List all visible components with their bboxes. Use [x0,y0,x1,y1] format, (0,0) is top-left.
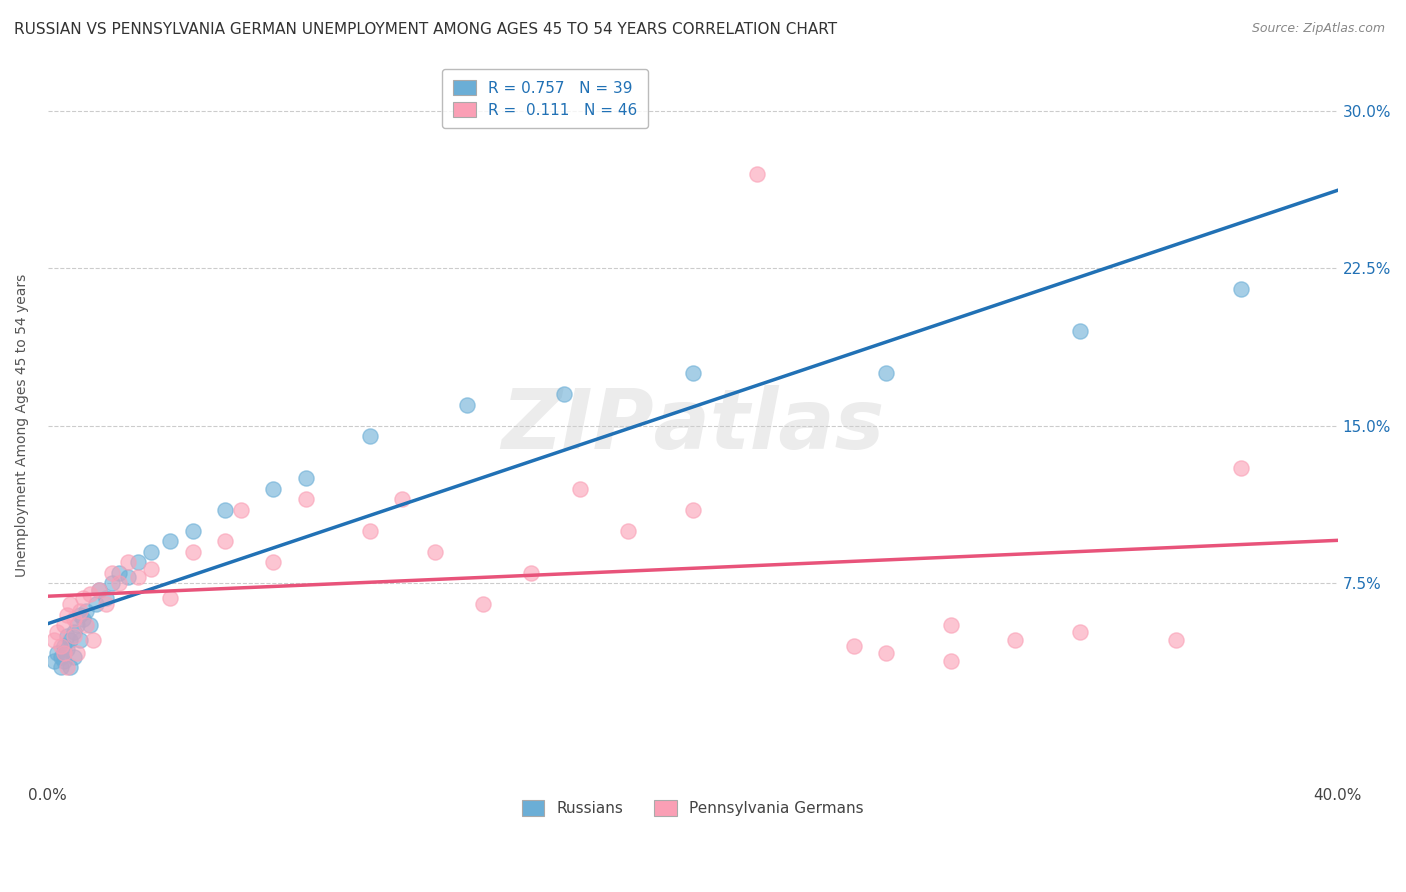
Point [69,633,91,648]
Point [82,633,104,648]
Point [159,534,181,549]
Point [107,576,129,591]
Point [939,618,962,632]
Point [46,624,69,639]
Point [44,654,66,668]
Point [62,629,84,643]
Point [127,555,149,569]
Point [52,640,75,654]
Point [231,503,253,517]
Point [181,545,204,559]
Point [69,607,91,622]
Point [59,633,82,648]
Point [69,604,91,618]
Point [62,612,84,626]
Point [101,576,124,591]
Point [94,591,117,606]
Point [617,524,640,538]
Point [49,649,72,664]
Point [89,582,111,597]
Point [391,492,413,507]
Point [747,167,769,181]
Text: ZIP​atlas: ZIP​atlas [501,385,884,467]
Point [1230,460,1253,475]
Point [44,633,66,648]
Point [294,471,316,485]
Point [62,624,84,639]
Point [423,545,446,559]
Legend: Russians, Pennsylvania Germans: Russians, Pennsylvania Germans [512,791,873,825]
Point [56,629,79,643]
Point [214,503,236,517]
Point [682,366,704,380]
Point [1069,324,1091,338]
Point [939,654,962,668]
Point [46,646,69,660]
Point [1004,633,1026,648]
Point [56,660,79,674]
Point [75,618,97,632]
Point [66,618,89,632]
Text: RUSSIAN VS PENNSYLVANIA GERMAN UNEMPLOYMENT AMONG AGES 45 TO 54 YEARS CORRELATIO: RUSSIAN VS PENNSYLVANIA GERMAN UNEMPLOYM… [14,22,837,37]
Point [52,618,75,632]
Point [875,366,897,380]
Point [1069,624,1091,639]
Point [139,545,162,559]
Point [75,604,97,618]
Point [553,387,575,401]
Point [117,570,139,584]
Point [72,612,94,626]
Point [568,482,591,496]
Point [79,587,101,601]
Point [59,598,82,612]
Point [59,660,82,674]
Y-axis label: Unemployment Among Ages 45 to 54 years: Unemployment Among Ages 45 to 54 years [15,274,30,577]
Point [159,591,181,606]
Point [359,524,381,538]
Point [107,566,129,580]
Point [263,555,285,569]
Point [682,503,704,517]
Point [117,555,139,569]
Point [1166,633,1188,648]
Point [79,618,101,632]
Point [52,646,75,660]
Point [139,562,162,576]
Point [66,646,89,660]
Point [94,598,117,612]
Text: Source: ZipAtlas.com: Source: ZipAtlas.com [1251,22,1385,36]
Point [875,646,897,660]
Point [62,649,84,664]
Point [1230,282,1253,296]
Point [49,660,72,674]
Point [56,641,79,656]
Point [294,492,316,507]
Point [89,582,111,597]
Point [842,640,865,654]
Point [214,534,236,549]
Point [52,646,75,660]
Point [49,640,72,654]
Point [56,607,79,622]
Point [263,482,285,496]
Point [72,591,94,606]
Point [84,598,107,612]
Point [472,598,495,612]
Point [52,654,75,668]
Point [359,429,381,443]
Point [101,566,124,580]
Point [520,566,543,580]
Point [456,398,478,412]
Point [127,570,149,584]
Point [181,524,204,538]
